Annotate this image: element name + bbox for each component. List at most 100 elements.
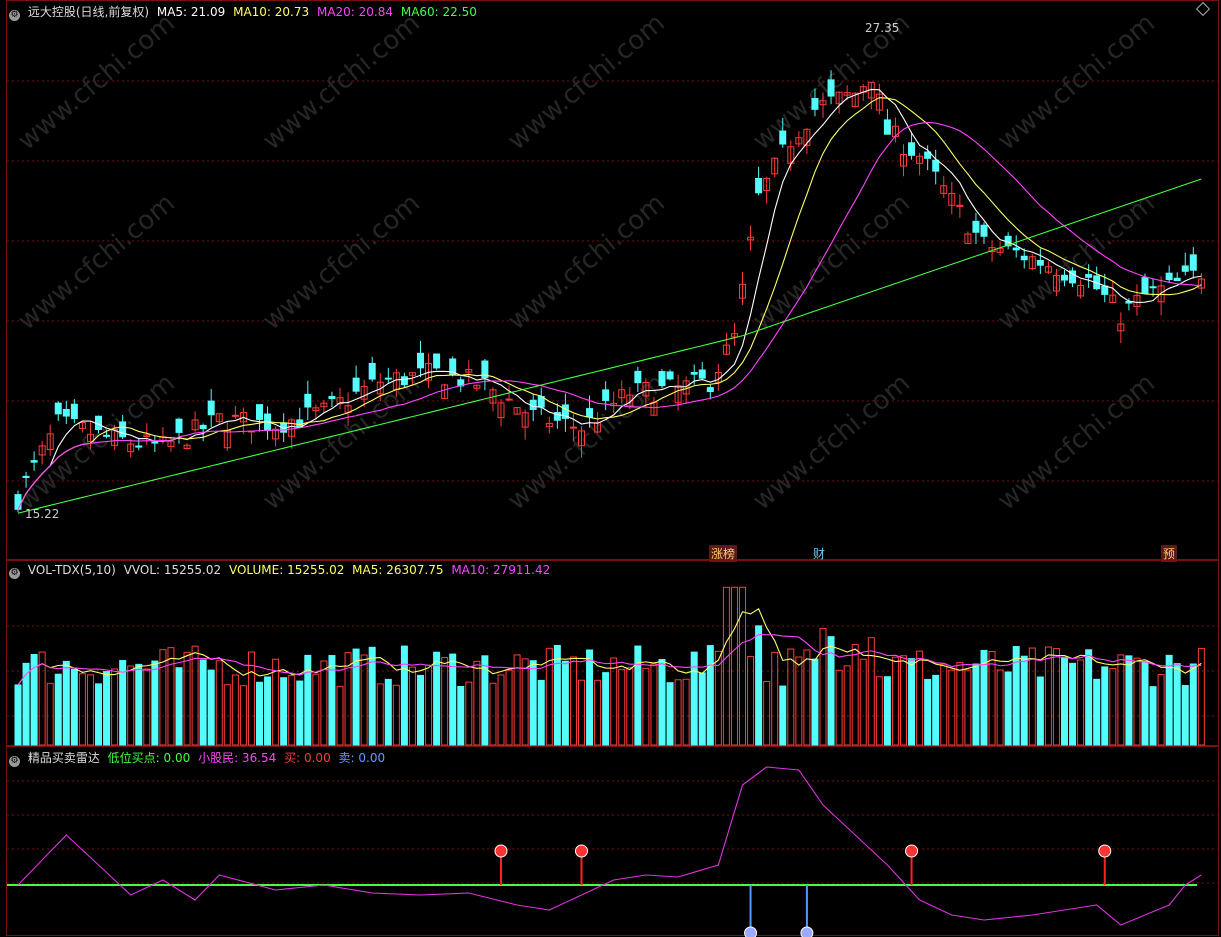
volume-bar (46, 682, 54, 746)
volume-bar (247, 651, 255, 746)
volume-bar (497, 674, 505, 746)
volume-bar (908, 658, 916, 746)
indicator-chart[interactable] (7, 747, 1220, 937)
volume-bar (875, 676, 883, 746)
candle-body (304, 393, 312, 408)
volume-bar (135, 663, 143, 746)
indicator-panel[interactable]: ⚙ 精品买卖雷达 低位买点: 0.00 小股民: 36.54 买: 0.00 卖… (6, 746, 1220, 937)
volume-bar (1149, 686, 1157, 746)
volume-bar (1173, 663, 1181, 746)
volume-bar (956, 661, 964, 746)
volume-bar (964, 669, 972, 746)
volume-bar (722, 586, 730, 746)
candle-body (972, 220, 980, 233)
candle-body (441, 384, 449, 400)
candle-body (175, 418, 183, 433)
marker-forecast[interactable]: 预 (1161, 545, 1178, 562)
indicator-header: ⚙ 精品买卖雷达 低位买点: 0.00 小股民: 36.54 买: 0.00 卖… (9, 749, 389, 767)
candle-body (561, 404, 569, 419)
candle-body (1189, 254, 1197, 271)
candle-body (1157, 285, 1165, 303)
marker-finance[interactable]: 财 (813, 547, 826, 561)
candle-body (384, 377, 392, 380)
volume-bar (779, 685, 787, 746)
volume-bar (706, 645, 714, 746)
volume-bar (288, 675, 296, 746)
volume-chart[interactable] (7, 561, 1220, 747)
volume-bar (996, 669, 1004, 746)
candle-body (634, 370, 642, 384)
volume-bar (62, 660, 70, 746)
volume-bar (916, 650, 924, 746)
candle-body (215, 413, 223, 423)
volume-bar (256, 681, 263, 746)
candle-body (103, 434, 111, 437)
candle-body (706, 387, 714, 393)
volume-bar (481, 655, 489, 746)
buy-signal-icon (575, 844, 588, 858)
candle-body (698, 369, 706, 379)
candle-body (722, 344, 730, 355)
candle-body (964, 233, 972, 244)
candle-body (1141, 277, 1149, 294)
settings-icon[interactable]: ⚙ (9, 568, 20, 579)
volume-bar (328, 655, 336, 746)
volume-bar (1157, 674, 1165, 746)
volume-bar (940, 663, 948, 746)
candle-body (900, 154, 907, 167)
volume-bar (175, 667, 183, 746)
volume-bar (763, 681, 771, 746)
candle-body (1101, 285, 1109, 295)
candle-body (408, 372, 416, 376)
vvol-label: VVOL: 15255.02 (123, 563, 222, 577)
small-investor-label: 小股民: 36.54 (198, 751, 277, 765)
volume-bar (151, 660, 159, 746)
volume-chart-panel[interactable]: ⚙ VOL-TDX(5,10) VVOL: 15255.02 VOLUME: 1… (6, 560, 1220, 747)
volume-bar (690, 651, 698, 746)
volume-bar (835, 669, 843, 746)
marker-limit-up[interactable]: 涨榜 (709, 545, 738, 562)
volume-bar (465, 681, 473, 746)
candle-body (1044, 266, 1052, 273)
volume-title: VOL-TDX(5,10) (27, 563, 116, 577)
volume-bar (561, 660, 569, 746)
candle-body (433, 353, 441, 369)
candle-body (578, 430, 585, 447)
volume-bar (602, 672, 610, 746)
volume-bar (143, 668, 151, 746)
candle-body (312, 407, 320, 412)
candlestick-chart[interactable]: www.cfchi.com www.cfchi.com www.cfchi.com w… (7, 1, 1220, 561)
candle-body (481, 360, 489, 379)
low-buy-label: 低位买点: 0.00 (107, 751, 191, 765)
candle-body (779, 130, 787, 145)
volume-bar (425, 664, 433, 746)
volume-bar (264, 676, 272, 746)
price-chart-panel[interactable]: www.cfchi.com www.cfchi.com www.cfchi.com w… (6, 0, 1220, 562)
watermark: www.cfchi.com (992, 8, 1161, 156)
volume-bar (1197, 647, 1205, 746)
volume-bar (167, 647, 175, 746)
candle-body (54, 402, 62, 415)
watermark: www.cfchi.com (502, 188, 671, 336)
watermark: www.cfchi.com (257, 8, 426, 156)
candle-body (827, 79, 835, 97)
volume-bar (787, 648, 795, 746)
settings-icon[interactable]: ⚙ (9, 756, 20, 767)
buy-signal-icon (494, 844, 508, 858)
volume-bar (932, 674, 940, 746)
volume-bar (70, 668, 78, 746)
sell-signal-icon (744, 926, 758, 937)
volume-bar (642, 667, 650, 746)
volume-bar (344, 652, 352, 746)
volume-bar (771, 651, 779, 746)
volume-bar (618, 668, 626, 746)
volume-bar (408, 666, 416, 746)
volume-bar (384, 678, 392, 746)
volume-bar (1189, 663, 1197, 746)
settings-icon[interactable]: ⚙ (9, 10, 20, 21)
watermark: www.cfchi.com (747, 188, 916, 336)
volume-bar (376, 683, 384, 746)
sell-label: 卖: 0.00 (338, 751, 386, 765)
volume-bar (1028, 647, 1036, 746)
volume-bar (360, 654, 368, 746)
